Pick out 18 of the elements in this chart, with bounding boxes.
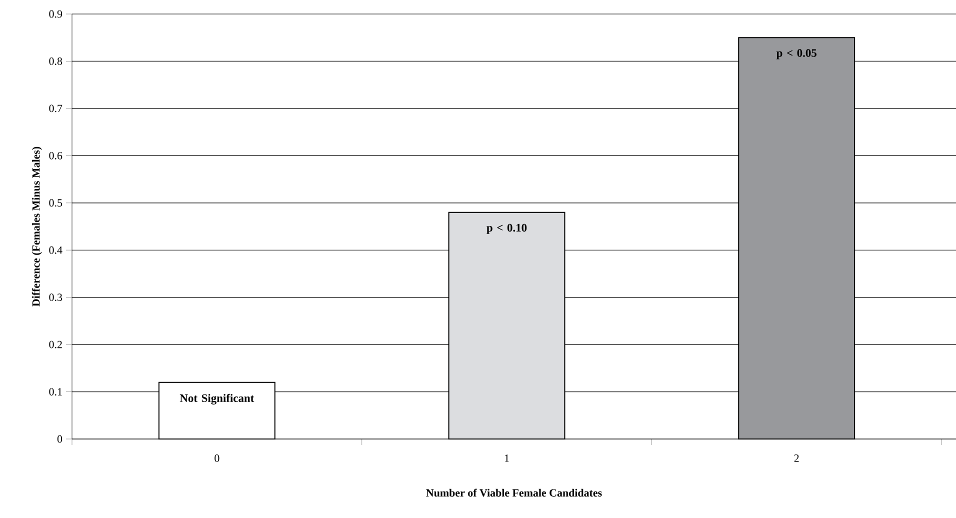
y-tick-label: 0.3	[49, 294, 62, 302]
x-tick-label: 2	[794, 454, 799, 462]
y-tick-label: 0.7	[49, 104, 62, 112]
annotation: Not Significant	[180, 394, 254, 404]
annotation: p < 0.10	[486, 224, 527, 234]
y-tick-label: 0.6	[49, 152, 62, 160]
annotation: p < 0.05	[776, 49, 816, 60]
y-tick-label: 0.8	[49, 58, 62, 65]
y-tick-label: 0.4	[49, 246, 62, 254]
y-tick-label: 0	[57, 435, 62, 443]
x-tick-label: 1	[504, 454, 509, 462]
y-tick-label: 0.1	[49, 388, 62, 396]
y-tick-label: 0.5	[49, 199, 62, 207]
x-axis-title: Number of Viable Female Candidates	[426, 488, 602, 497]
y-tick-label: 0.9	[49, 10, 62, 18]
x-tick-label: 0	[214, 454, 220, 462]
y-tick-label: 0.2	[49, 340, 62, 348]
y-axis-title: Difference (Females Minus Males)	[32, 146, 42, 306]
